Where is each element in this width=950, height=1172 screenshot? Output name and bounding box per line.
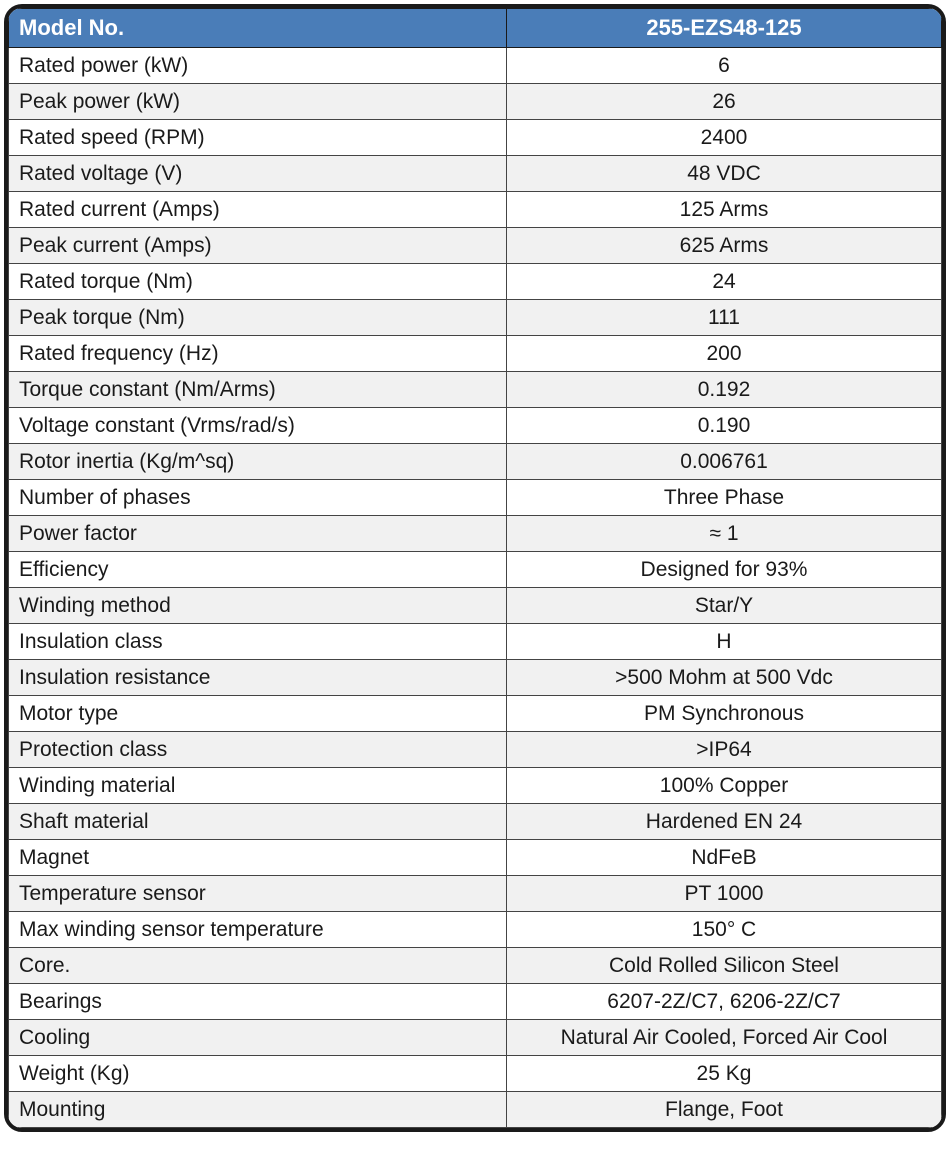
spec-value: 111 — [507, 300, 942, 336]
table-row: Rated torque (Nm)24 — [9, 264, 942, 300]
spec-label: Temperature sensor — [9, 876, 507, 912]
spec-table-wrap: Model No. 255-EZS48-125 Rated power (kW)… — [4, 4, 946, 1132]
spec-value: Natural Air Cooled, Forced Air Cool — [507, 1020, 942, 1056]
table-row: Rated voltage (V)48 VDC — [9, 156, 942, 192]
spec-value: Star/Y — [507, 588, 942, 624]
spec-value: 0.192 — [507, 372, 942, 408]
table-row: Core.Cold Rolled Silicon Steel — [9, 948, 942, 984]
table-row: Voltage constant (Vrms/rad/s)0.190 — [9, 408, 942, 444]
spec-value: 200 — [507, 336, 942, 372]
header-col-value: 255-EZS48-125 — [507, 9, 942, 48]
spec-label: Mounting — [9, 1092, 507, 1128]
table-row: Shaft materialHardened EN 24 — [9, 804, 942, 840]
spec-value: H — [507, 624, 942, 660]
spec-value: 625 Arms — [507, 228, 942, 264]
table-row: Bearings6207-2Z/C7, 6206-2Z/C7 — [9, 984, 942, 1020]
spec-value: 6207-2Z/C7, 6206-2Z/C7 — [507, 984, 942, 1020]
spec-value: NdFeB — [507, 840, 942, 876]
spec-value: 2400 — [507, 120, 942, 156]
spec-value: >IP64 — [507, 732, 942, 768]
spec-value: 26 — [507, 84, 942, 120]
table-row: Winding methodStar/Y — [9, 588, 942, 624]
table-row: Winding material100% Copper — [9, 768, 942, 804]
spec-label: Shaft material — [9, 804, 507, 840]
table-row: Rotor inertia (Kg/m^sq)0.006761 — [9, 444, 942, 480]
spec-label: Voltage constant (Vrms/rad/s) — [9, 408, 507, 444]
table-row: MagnetNdFeB — [9, 840, 942, 876]
spec-value: 48 VDC — [507, 156, 942, 192]
spec-value: 100% Copper — [507, 768, 942, 804]
spec-label: Torque constant (Nm/Arms) — [9, 372, 507, 408]
spec-label: Insulation class — [9, 624, 507, 660]
table-row: Peak power (kW)26 — [9, 84, 942, 120]
spec-value: 0.190 — [507, 408, 942, 444]
spec-table: Model No. 255-EZS48-125 Rated power (kW)… — [8, 8, 942, 1128]
spec-label: Number of phases — [9, 480, 507, 516]
spec-label: Peak current (Amps) — [9, 228, 507, 264]
spec-label: Rated power (kW) — [9, 48, 507, 84]
table-row: Protection class>IP64 — [9, 732, 942, 768]
spec-value: 25 Kg — [507, 1056, 942, 1092]
table-row: Number of phasesThree Phase — [9, 480, 942, 516]
spec-label: Rated voltage (V) — [9, 156, 507, 192]
spec-value: ≈ 1 — [507, 516, 942, 552]
table-row: Max winding sensor temperature150° C — [9, 912, 942, 948]
spec-label: Rated frequency (Hz) — [9, 336, 507, 372]
spec-label: Power factor — [9, 516, 507, 552]
spec-value: 150° C — [507, 912, 942, 948]
spec-value: 0.006761 — [507, 444, 942, 480]
spec-label: Rotor inertia (Kg/m^sq) — [9, 444, 507, 480]
spec-value: >500 Mohm at 500 Vdc — [507, 660, 942, 696]
spec-label: Winding material — [9, 768, 507, 804]
table-row: Insulation resistance>500 Mohm at 500 Vd… — [9, 660, 942, 696]
table-row: Power factor≈ 1 — [9, 516, 942, 552]
spec-value: 6 — [507, 48, 942, 84]
spec-label: Protection class — [9, 732, 507, 768]
spec-label: Max winding sensor temperature — [9, 912, 507, 948]
spec-label: Cooling — [9, 1020, 507, 1056]
spec-value: Designed for 93% — [507, 552, 942, 588]
spec-value: Hardened EN 24 — [507, 804, 942, 840]
table-row: Insulation classH — [9, 624, 942, 660]
spec-label: Efficiency — [9, 552, 507, 588]
spec-label: Core. — [9, 948, 507, 984]
table-row: Torque constant (Nm/Arms)0.192 — [9, 372, 942, 408]
table-row: Peak torque (Nm)111 — [9, 300, 942, 336]
spec-value: PT 1000 — [507, 876, 942, 912]
table-row: Motor typePM Synchronous — [9, 696, 942, 732]
spec-label: Weight (Kg) — [9, 1056, 507, 1092]
spec-label: Rated speed (RPM) — [9, 120, 507, 156]
table-row: EfficiencyDesigned for 93% — [9, 552, 942, 588]
spec-label: Bearings — [9, 984, 507, 1020]
spec-label: Insulation resistance — [9, 660, 507, 696]
spec-value: PM Synchronous — [507, 696, 942, 732]
table-row: Rated frequency (Hz)200 — [9, 336, 942, 372]
spec-table-body: Rated power (kW)6Peak power (kW)26Rated … — [9, 48, 942, 1128]
spec-value: 125 Arms — [507, 192, 942, 228]
spec-label: Winding method — [9, 588, 507, 624]
spec-value: 24 — [507, 264, 942, 300]
table-row: Temperature sensorPT 1000 — [9, 876, 942, 912]
spec-value: Cold Rolled Silicon Steel — [507, 948, 942, 984]
table-row: Rated current (Amps)125 Arms — [9, 192, 942, 228]
spec-value: Three Phase — [507, 480, 942, 516]
table-row: Weight (Kg)25 Kg — [9, 1056, 942, 1092]
spec-label: Motor type — [9, 696, 507, 732]
table-row: Rated power (kW)6 — [9, 48, 942, 84]
spec-label: Peak torque (Nm) — [9, 300, 507, 336]
table-row: MountingFlange, Foot — [9, 1092, 942, 1128]
spec-label: Rated torque (Nm) — [9, 264, 507, 300]
table-row: Peak current (Amps)625 Arms — [9, 228, 942, 264]
spec-label: Rated current (Amps) — [9, 192, 507, 228]
table-row: CoolingNatural Air Cooled, Forced Air Co… — [9, 1020, 942, 1056]
spec-label: Peak power (kW) — [9, 84, 507, 120]
header-row: Model No. 255-EZS48-125 — [9, 9, 942, 48]
table-row: Rated speed (RPM)2400 — [9, 120, 942, 156]
header-col-label: Model No. — [9, 9, 507, 48]
spec-label: Magnet — [9, 840, 507, 876]
spec-value: Flange, Foot — [507, 1092, 942, 1128]
